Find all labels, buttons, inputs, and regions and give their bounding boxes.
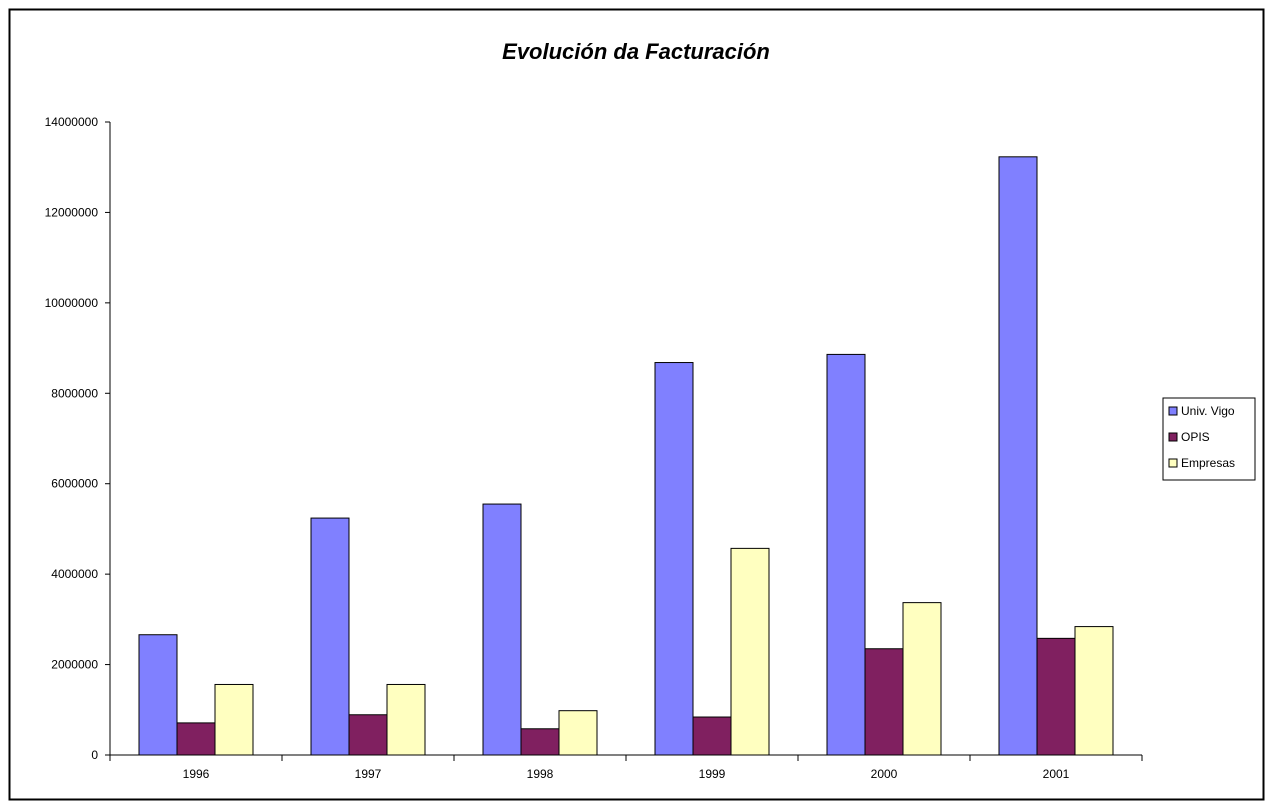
bar-empresas-2001: [1074, 626, 1114, 756]
bar-empresas-1997: [386, 683, 426, 756]
bar-opis-2000: [864, 648, 904, 756]
bar-empresas-1998: [558, 710, 598, 756]
y-tick-label: 12000000: [45, 205, 99, 219]
legend-label: OPIS: [1181, 430, 1210, 444]
x-tick-label: 2001: [1043, 767, 1070, 781]
y-tick-label: 0: [91, 748, 98, 762]
chart-title: Evolución da Facturación: [502, 39, 770, 64]
bar-empresas-1999: [730, 547, 770, 756]
plot-area: 0 2000000 4000000 6000000 8000000 10000000 120…: [45, 115, 1143, 781]
legend-label: Univ. Vigo: [1181, 404, 1235, 418]
bar-univ-vigo-2000: [826, 353, 866, 756]
legend: Univ. Vigo OPIS Empresas: [1162, 397, 1256, 481]
x-tick-label: 2000: [871, 767, 898, 781]
legend-swatch-univ-vigo: [1168, 406, 1178, 416]
bar-univ-vigo-2001: [998, 156, 1038, 756]
bar-opis-2001: [1036, 637, 1076, 756]
bar-empresas-2000: [902, 602, 942, 756]
x-tick-label: 1999: [699, 767, 726, 781]
y-tick-label: 4000000: [51, 567, 98, 581]
bar-univ-vigo-1998: [482, 503, 522, 756]
x-tick-label: 1998: [527, 767, 554, 781]
legend-swatch-empresas: [1168, 458, 1178, 468]
bar-univ-vigo-1997: [310, 517, 350, 756]
y-tick-label: 10000000: [45, 296, 99, 310]
bar-opis-1997: [348, 714, 388, 756]
y-tick-label: 6000000: [51, 477, 98, 491]
bar-empresas-1996: [214, 683, 254, 756]
y-tick-label: 2000000: [51, 658, 98, 672]
bar-univ-vigo-1999: [654, 362, 694, 756]
bar-opis-1998: [520, 728, 560, 756]
bar-univ-vigo-1996: [138, 634, 178, 756]
y-tick-label: 14000000: [45, 115, 99, 129]
legend-swatch-opis: [1168, 432, 1178, 442]
x-tick-label: 1997: [355, 767, 382, 781]
bar-opis-1999: [692, 716, 732, 756]
y-tick-label: 8000000: [51, 386, 98, 400]
bar-opis-1996: [176, 722, 216, 756]
legend-label: Empresas: [1181, 456, 1235, 470]
legend-box: [1162, 397, 1256, 481]
x-tick-label: 1996: [183, 767, 210, 781]
